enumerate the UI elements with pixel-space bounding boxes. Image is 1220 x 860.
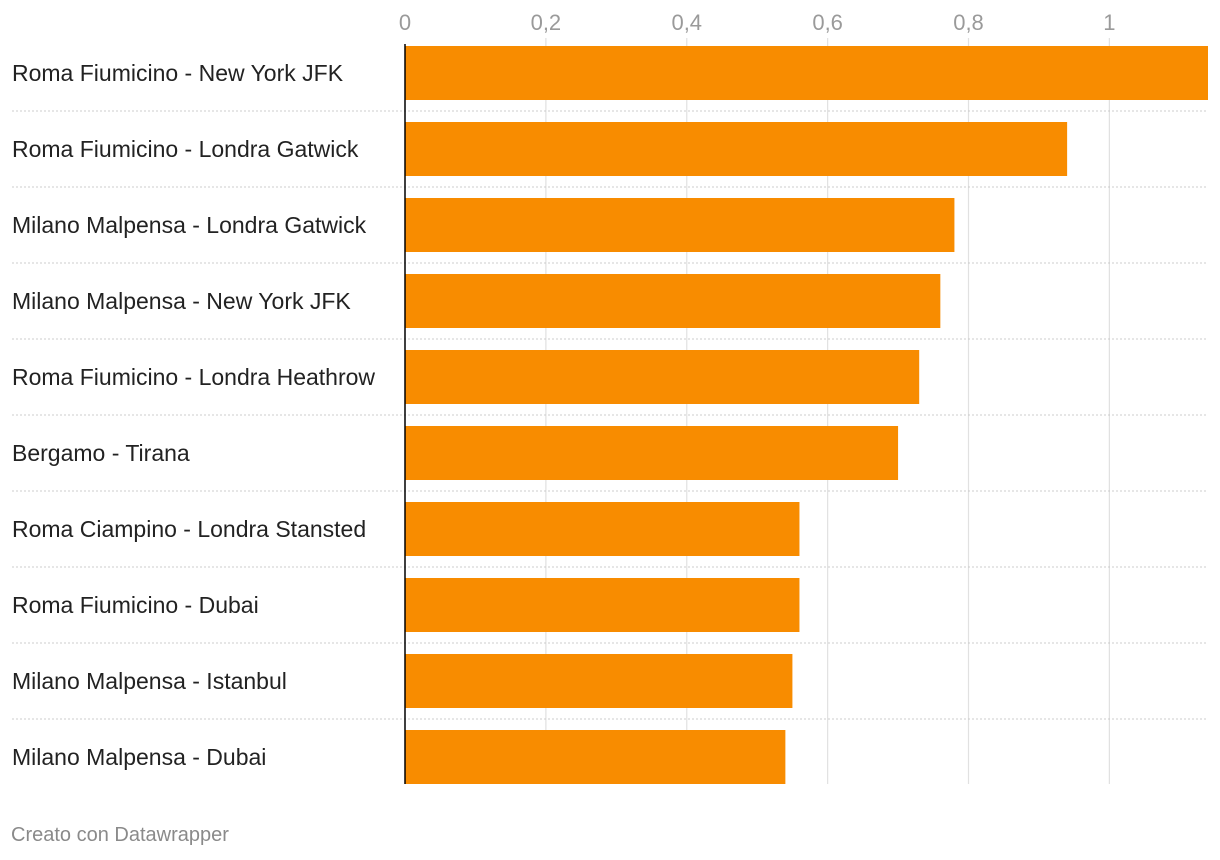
bars (405, 46, 1208, 784)
bar (405, 730, 786, 784)
category-label: Bergamo - Tirana (12, 440, 190, 466)
category-label: Roma Fiumicino - Dubai (12, 592, 259, 618)
x-tick-label: 0 (399, 10, 411, 35)
x-tick-label: 0,4 (671, 10, 702, 35)
category-label: Roma Ciampino - Londra Stansted (12, 516, 366, 542)
bar (405, 46, 1208, 100)
bar (405, 350, 920, 404)
bar (405, 654, 793, 708)
bar-chart: 0 0,2 0,4 0,6 0,8 1 Roma Fiumicino - New York… (12, 10, 1208, 784)
bar (405, 198, 955, 252)
bar (405, 122, 1068, 176)
category-label: Milano Malpensa - New York JFK (12, 288, 351, 314)
bar (405, 426, 899, 480)
x-tick-label: 0,6 (812, 10, 843, 35)
bar (405, 578, 800, 632)
category-labels: Roma Fiumicino - New York JFK Roma Fiumic… (12, 60, 375, 770)
x-tick-label: 1 (1103, 10, 1115, 35)
x-axis-ticks: 0 0,2 0,4 0,6 0,8 1 (399, 10, 1116, 35)
category-label: Roma Fiumicino - New York JFK (12, 60, 344, 86)
bar (405, 274, 941, 328)
row-separators (12, 110, 1208, 720)
bar (405, 502, 800, 556)
category-label: Milano Malpensa - Londra Gatwick (12, 212, 367, 238)
x-tick-label: 0,8 (953, 10, 984, 35)
x-tick-label: 0,2 (531, 10, 562, 35)
category-label: Roma Fiumicino - Londra Gatwick (12, 136, 359, 162)
category-label: Milano Malpensa - Istanbul (12, 668, 287, 694)
credit-text: Creato con Datawrapper (11, 824, 229, 846)
category-label: Milano Malpensa - Dubai (12, 744, 266, 770)
category-label: Roma Fiumicino - Londra Heathrow (12, 364, 375, 390)
